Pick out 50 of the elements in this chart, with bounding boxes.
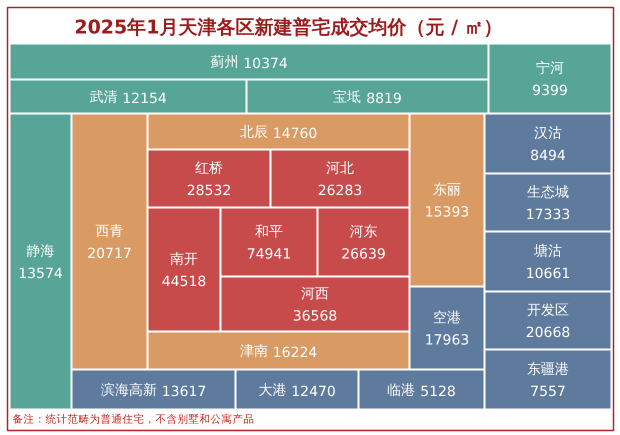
data-label: 20717 bbox=[87, 246, 132, 262]
category-label: 西青 bbox=[96, 224, 124, 240]
data-label: 12470 bbox=[291, 384, 336, 400]
data-label: 13617 bbox=[162, 384, 206, 400]
data-label: 28532 bbox=[186, 183, 232, 199]
data-label: 12154 bbox=[122, 91, 167, 107]
category-label: 东疆港 bbox=[527, 362, 569, 378]
data-label: 5128 bbox=[420, 384, 456, 400]
category-label: 开发区 bbox=[527, 302, 569, 318]
category-label: 河西 bbox=[301, 286, 329, 302]
data-label: 36568 bbox=[292, 308, 338, 324]
category-label: 生态城 bbox=[527, 184, 569, 200]
data-label: 16224 bbox=[272, 345, 318, 361]
category-label: 塘沽 bbox=[533, 244, 562, 260]
data-label: 8819 bbox=[366, 91, 402, 107]
category-label: 北辰 bbox=[240, 124, 268, 140]
data-label: 8494 bbox=[530, 148, 566, 164]
category-label: 汉沽 bbox=[534, 126, 562, 142]
category-label: 蓟州 bbox=[210, 54, 238, 70]
data-label: 9399 bbox=[532, 83, 568, 99]
category-label: 津南 bbox=[240, 344, 268, 360]
category-label: 南开 bbox=[170, 252, 198, 268]
data-label: 10374 bbox=[243, 56, 288, 72]
category-label: 河东 bbox=[350, 224, 378, 240]
data-label: 26283 bbox=[318, 183, 362, 199]
category-label: 和平 bbox=[255, 224, 283, 240]
category-label: 宁河 bbox=[536, 60, 564, 76]
text: 备注：统计范畴为普通住宅，不含别墅和公寓产品 bbox=[12, 412, 254, 426]
data-label: 14760 bbox=[272, 126, 318, 142]
data-label: 26639 bbox=[341, 246, 386, 262]
data-label: 20668 bbox=[526, 325, 570, 341]
category-label: 河北 bbox=[326, 160, 354, 176]
data-label: 17963 bbox=[424, 332, 470, 348]
category-label: 宝坻 bbox=[333, 90, 362, 106]
category-label: 临港 bbox=[387, 382, 416, 398]
data-label: 10661 bbox=[526, 266, 570, 282]
category-label: 静海 bbox=[26, 244, 54, 260]
data-label: 13574 bbox=[18, 266, 63, 282]
category-label: 东丽 bbox=[433, 182, 461, 198]
data-label: 74941 bbox=[246, 246, 292, 262]
text: 2025年1月天津各区新建普宅成交均价（元 / ㎡） bbox=[74, 16, 503, 38]
category-label: 武清 bbox=[89, 90, 118, 106]
category-label: 滨海高新 bbox=[100, 382, 157, 398]
data-label: 7557 bbox=[530, 384, 566, 400]
category-label: 大港 bbox=[258, 382, 286, 398]
data-label: 44518 bbox=[162, 274, 206, 290]
category-label: 红桥 bbox=[195, 160, 223, 176]
data-label: 17333 bbox=[526, 207, 570, 223]
category-label: 空港 bbox=[433, 310, 461, 326]
data-label: 15393 bbox=[424, 204, 470, 220]
